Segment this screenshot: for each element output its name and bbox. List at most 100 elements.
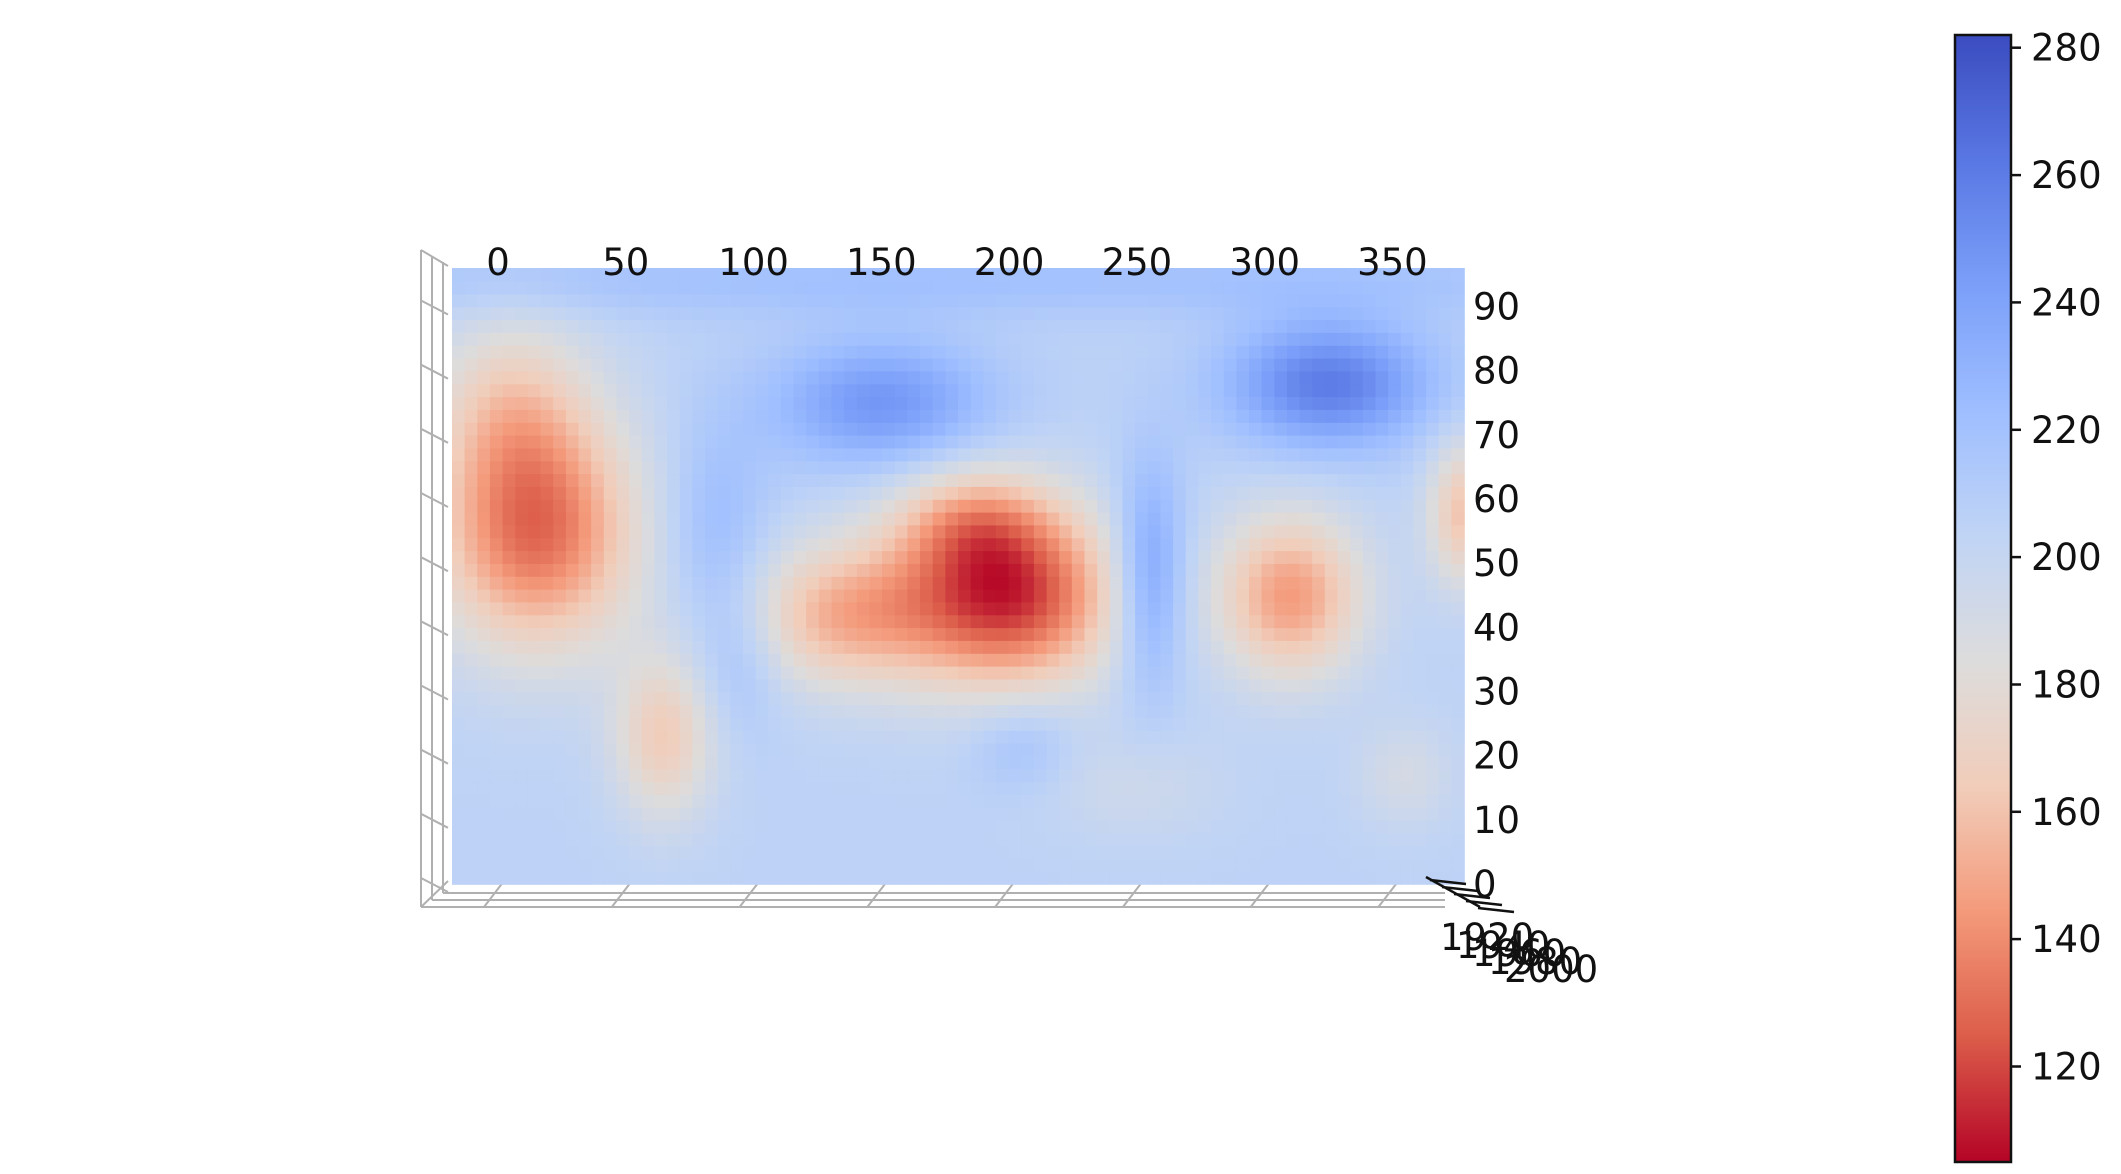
surface-cell (1413, 357, 1427, 372)
surface-cell (717, 742, 732, 757)
x-tick-labels: 0 50 100 150 200 250 300 350 (486, 241, 1427, 284)
surface-cell (540, 293, 554, 308)
surface-cell (869, 781, 883, 795)
surface-cell (958, 781, 972, 795)
surface-cell (970, 447, 985, 462)
surface-cell (958, 704, 972, 718)
surface-cell (1223, 345, 1238, 359)
surface-cell (603, 396, 618, 410)
surface-cell (894, 486, 909, 500)
surface-cell (945, 409, 959, 423)
surface-cell (1033, 781, 1048, 795)
surface-cell (907, 434, 921, 449)
surface-cell (641, 332, 656, 346)
surface-cell (856, 473, 871, 487)
surface-cell (958, 653, 972, 667)
surface-cell (793, 742, 807, 757)
surface-cell (692, 434, 706, 449)
surface-cell (743, 653, 757, 667)
surface-cell (882, 268, 896, 282)
surface-cell (780, 280, 795, 295)
surface-cell (730, 819, 744, 834)
surface-cell (1046, 537, 1060, 552)
surface-cell (464, 332, 479, 346)
surface-cell (818, 293, 833, 308)
surface-cell (1400, 819, 1415, 834)
surface-cell (1400, 717, 1415, 731)
surface-cell (578, 601, 592, 616)
surface-cell (1261, 742, 1276, 757)
surface-cell (1021, 717, 1035, 731)
surface-cell (515, 293, 529, 308)
surface-cell (995, 499, 1010, 513)
surface-cell (578, 807, 592, 821)
surface-cell (945, 614, 959, 629)
surface-cell (831, 537, 845, 552)
surface-cell (489, 511, 504, 526)
surface-cell (565, 730, 580, 744)
surface-cell (1084, 678, 1098, 693)
surface-cell (1109, 332, 1124, 346)
surface-cell (1249, 345, 1263, 359)
surface-cell (654, 332, 668, 346)
surface-cell (1059, 704, 1073, 718)
surface-cell (591, 781, 605, 795)
surface-cell (502, 807, 516, 821)
surface-cell (629, 614, 643, 629)
surface-cell (717, 640, 732, 654)
surface-cell (502, 717, 516, 731)
surface-cell (1147, 268, 1162, 282)
surface-cell (1337, 627, 1351, 641)
surface-cell (1135, 537, 1149, 552)
surface-cell (616, 691, 630, 706)
surface-cell (527, 730, 542, 744)
surface-cell (1198, 653, 1212, 667)
surface-cell (1249, 845, 1263, 860)
surface-cell (1375, 447, 1389, 462)
surface-cell (1274, 293, 1288, 308)
surface-cell (983, 640, 997, 654)
surface-cell (743, 678, 757, 693)
surface-cell (1438, 640, 1453, 654)
surface-cell (705, 819, 719, 834)
surface-cell (1046, 653, 1060, 667)
surface-cell (1350, 268, 1364, 282)
surface-cell (1249, 871, 1263, 885)
surface-cell (705, 293, 719, 308)
surface-cell (907, 794, 921, 808)
surface-cell (502, 781, 516, 795)
surface-cell (654, 845, 668, 860)
surface-cell (970, 601, 985, 616)
surface-cell (591, 704, 605, 718)
surface-cell (1021, 422, 1035, 436)
surface-cell (1286, 807, 1301, 821)
surface-cell (553, 345, 567, 359)
surface-cell (894, 768, 909, 783)
surface-cell (1059, 460, 1073, 475)
surface-cell (502, 768, 516, 783)
surface-cell (1438, 537, 1453, 552)
surface-cell (641, 755, 656, 770)
surface-cell (1135, 499, 1149, 513)
surface-cell (1109, 409, 1124, 423)
surface-cell (1122, 396, 1136, 410)
surface-cell (1021, 653, 1035, 667)
surface-cell (1021, 858, 1035, 872)
surface-cell (1261, 858, 1276, 872)
surface-cell (1211, 293, 1225, 308)
surface-cell (907, 280, 921, 295)
surface-cell (1135, 511, 1149, 526)
surface-cell (995, 755, 1010, 770)
surface-cell (1350, 717, 1364, 731)
surface-cell (705, 550, 719, 564)
surface-cell (1324, 280, 1339, 295)
surface-cell (1033, 614, 1048, 629)
surface-cell (1236, 396, 1250, 410)
surface-cell (527, 576, 542, 590)
surface-cell (1071, 665, 1086, 680)
surface-cell (502, 550, 516, 564)
surface-cell (679, 434, 694, 449)
surface-cell (869, 665, 883, 680)
surface-cell (1147, 653, 1162, 667)
surface-cell (1071, 460, 1086, 475)
